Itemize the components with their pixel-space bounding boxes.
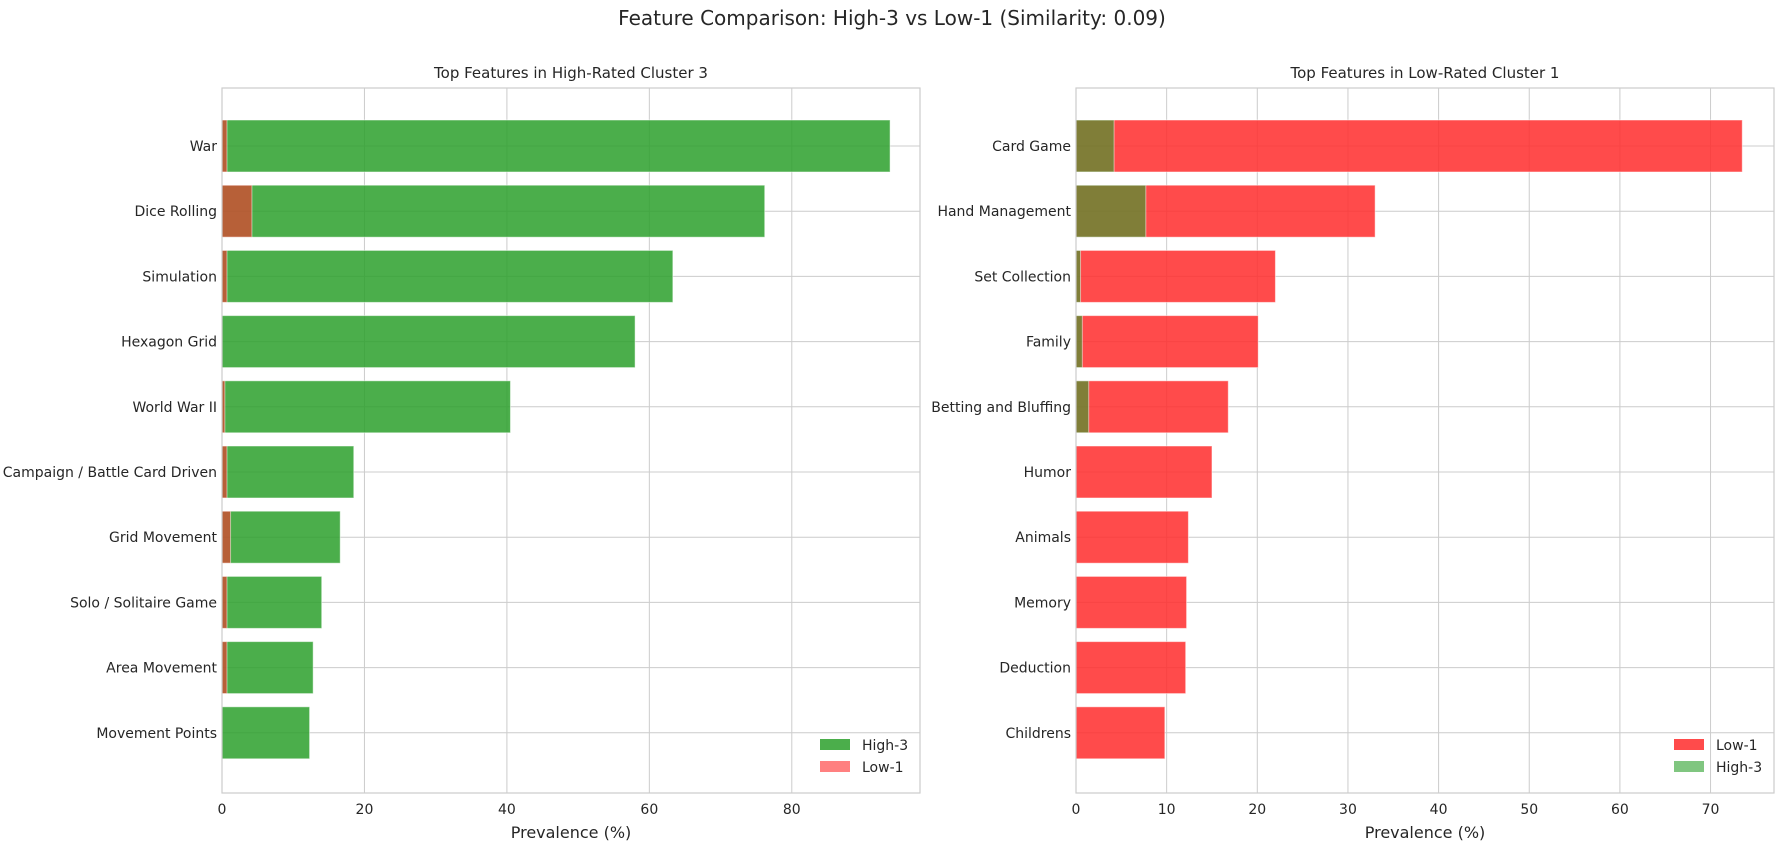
axes-frame [221,87,921,794]
y-tick-label: Set Collection [974,269,1071,285]
y-tick-label: Memory [1014,595,1071,611]
legend-swatch-low-1 [820,761,850,772]
bar-high-3-9 [221,641,314,695]
y-tick-label: Family [1026,335,1071,351]
legend-swatch-high-3 [820,739,850,750]
chart-panel-2: Card Game Hand Management Set Collection Fa… [931,64,1775,842]
y-tick-label: Humor [1024,465,1072,481]
bar-high-3-1 [1075,119,1115,173]
x-tick-label: 40 [498,802,516,818]
y-tick-label: Deduction [999,661,1071,677]
chart-title: Top Features in Low-Rated Cluster 1 [1290,64,1560,82]
bar-low-1-8 [221,575,228,629]
bar-low-1-7 [1075,510,1189,564]
bar-high-3-7 [221,510,341,564]
legend-swatch-high-3 [1674,761,1704,772]
bar-low-1-2 [221,184,253,238]
legend-label-low-1: Low-1 [1716,738,1758,754]
bar-low-1-6 [1075,445,1213,499]
figure-suptitle: Feature Comparison: High-3 vs Low-1 (Sim… [618,6,1166,30]
x-tick-label: 50 [1520,802,1538,818]
bar-high-3-2 [1075,184,1147,238]
bar-low-1-3 [1075,249,1276,303]
y-tick-label: Card Game [992,139,1071,155]
legend-label-high-3: High-3 [862,738,908,754]
bar-low-1-6 [221,445,228,499]
y-tick-label: War [190,139,218,155]
legend-swatch-low-1 [1674,739,1704,750]
y-tick-label: Hand Management [937,204,1071,220]
x-axis-label: Prevalence (%) [1365,823,1486,842]
bar-high-3-3 [221,249,674,303]
y-tick-label: Campaign / Battle Card Driven [3,465,217,481]
chart-panel-1: War Dice Rolling Simulation Hexagon Grid Wor… [3,64,921,842]
x-tick-label: 20 [1248,802,1266,818]
x-tick-label: 0 [218,802,227,818]
y-tick-label: Childrens [1005,726,1071,742]
x-tick-label: 10 [1158,802,1176,818]
bar-high-3-3 [1075,249,1082,303]
bar-high-3-10 [221,706,311,760]
bar-low-1-8 [1075,575,1188,629]
bar-high-3-6 [221,445,355,499]
bar-high-3-5 [1075,380,1090,434]
y-tick-label: Animals [1015,530,1071,546]
x-tick-label: 60 [640,802,658,818]
x-tick-label: 20 [356,802,374,818]
axes-frame [1075,87,1775,794]
y-tick-label: Movement Points [96,726,217,742]
x-axis-label: Prevalence (%) [511,823,632,842]
legend-label-high-3: High-3 [1716,760,1762,776]
y-tick-label: Solo / Solitaire Game [70,595,217,611]
bar-low-1-1 [1075,119,1743,173]
bar-high-3-4 [221,315,636,369]
y-tick-label: Hexagon Grid [121,335,217,351]
legend-label-low-1: Low-1 [862,760,904,776]
x-tick-label: 60 [1611,802,1629,818]
bar-high-3-4 [1075,315,1083,369]
x-tick-label: 40 [1430,802,1448,818]
bar-high-3-1 [221,119,891,173]
y-tick-label: Dice Rolling [134,204,217,220]
bar-low-1-1 [221,119,228,173]
bar-low-1-4 [1075,315,1259,369]
bar-high-3-5 [221,380,511,434]
chart-title: Top Features in High-Rated Cluster 3 [433,64,708,82]
bar-low-1-5 [1075,380,1229,434]
bar-high-3-8 [221,575,323,629]
x-tick-label: 80 [783,802,801,818]
x-tick-label: 30 [1339,802,1357,818]
bar-low-1-3 [221,249,228,303]
bar-low-1-10 [1075,706,1166,760]
x-tick-label: 0 [1072,802,1081,818]
bar-low-1-7 [221,510,232,564]
y-tick-label: Area Movement [106,661,217,677]
y-tick-label: Grid Movement [109,530,217,546]
bar-high-3-2 [221,184,766,238]
y-tick-label: World War II [132,400,217,416]
y-tick-label: Betting and Bluffing [931,400,1071,416]
bar-low-1-9 [1075,641,1187,695]
bar-low-1-9 [221,641,228,695]
x-tick-label: 70 [1702,802,1720,818]
y-tick-label: Simulation [142,269,217,285]
